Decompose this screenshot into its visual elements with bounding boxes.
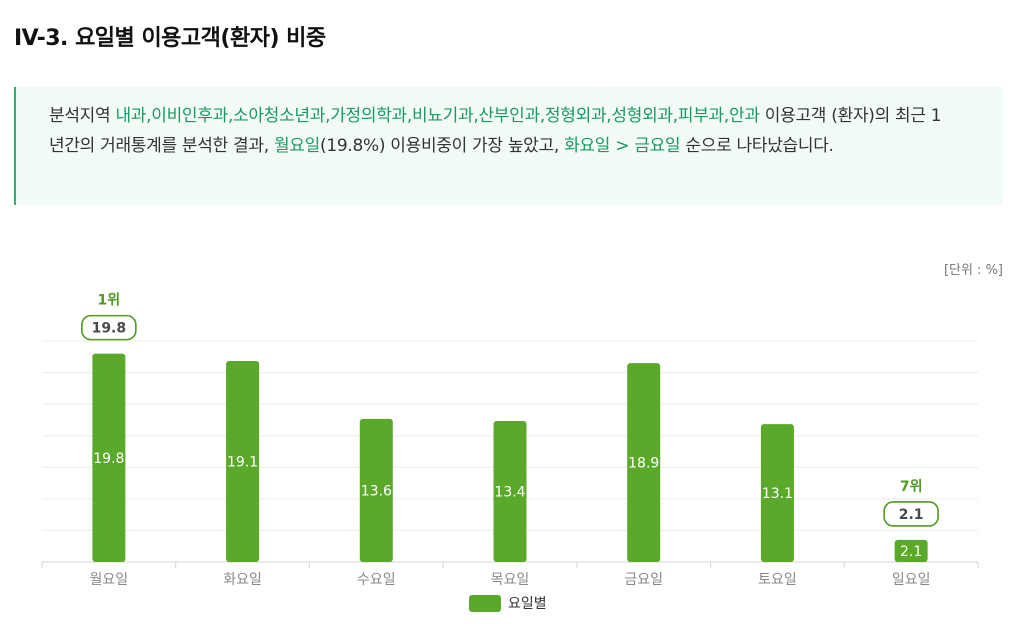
x-tick-label: 목요일 bbox=[491, 572, 530, 588]
bar-6 bbox=[894, 539, 928, 562]
summary-text-4: 순으로 나타났습니다. bbox=[680, 136, 834, 156]
x-tick-label: 금요일 bbox=[624, 572, 663, 588]
data-label: 19.8 bbox=[93, 451, 124, 467]
rank-value: 2.1 bbox=[899, 507, 924, 523]
legend-swatch bbox=[469, 594, 501, 612]
summary-departments: 내과,이비인후과,소아청소년과,가정의학과,비뇨기과,산부인과,정형외과,성형외… bbox=[115, 106, 760, 126]
rank-value-box bbox=[81, 314, 137, 341]
x-tick-label: 월요일 bbox=[90, 572, 129, 588]
data-label: 19.1 bbox=[227, 454, 258, 470]
page-title: IV-3. 요일별 이용고객(환자) 비중 bbox=[14, 26, 326, 51]
chart-legend: 요일별 bbox=[469, 593, 547, 613]
summary-text-2: 이용고객 (환자)의 최근 1년간의 거래통계를 분석한 결과, bbox=[49, 106, 942, 156]
bar-1 bbox=[226, 360, 260, 562]
unit-label: [단위 : %] bbox=[943, 263, 1003, 278]
x-tick-label: 화요일 bbox=[223, 572, 262, 588]
data-label: 13.6 bbox=[361, 483, 392, 499]
x-tick-label: 일요일 bbox=[892, 572, 931, 588]
data-label: 2.1 bbox=[900, 544, 922, 560]
summary-top-day: 월요일 bbox=[273, 136, 320, 156]
summary-box: 분석지역 내과,이비인후과,소아청소년과,가정의학과,비뇨기과,산부인과,정형외… bbox=[14, 87, 1003, 205]
data-label: 18.9 bbox=[628, 456, 659, 472]
summary-text: 분석지역 내과,이비인후과,소아청소년과,가정의학과,비뇨기과,산부인과,정형외… bbox=[49, 101, 949, 161]
x-tick-label: 수요일 bbox=[357, 572, 396, 588]
rank-value: 19.8 bbox=[92, 321, 127, 337]
bar-4 bbox=[627, 363, 661, 562]
rank-value-box bbox=[883, 501, 939, 527]
summary-next-days: 화요일 > 금요일 bbox=[564, 136, 681, 156]
bar-0 bbox=[92, 353, 126, 562]
rank-label: 1위 bbox=[98, 293, 121, 309]
x-tick-label: 토요일 bbox=[758, 572, 797, 588]
summary-text-1: 분석지역 bbox=[49, 106, 116, 126]
bar-3 bbox=[493, 420, 527, 562]
summary-text-3: (19.8%) 이용비중이 가장 높았고, bbox=[319, 136, 565, 156]
bar-5 bbox=[760, 424, 794, 562]
data-label: 13.1 bbox=[762, 486, 793, 502]
legend-label: 요일별 bbox=[508, 596, 547, 612]
rank-label: 7위 bbox=[900, 479, 923, 495]
data-label: 13.4 bbox=[494, 484, 525, 500]
bar-2 bbox=[359, 418, 393, 562]
